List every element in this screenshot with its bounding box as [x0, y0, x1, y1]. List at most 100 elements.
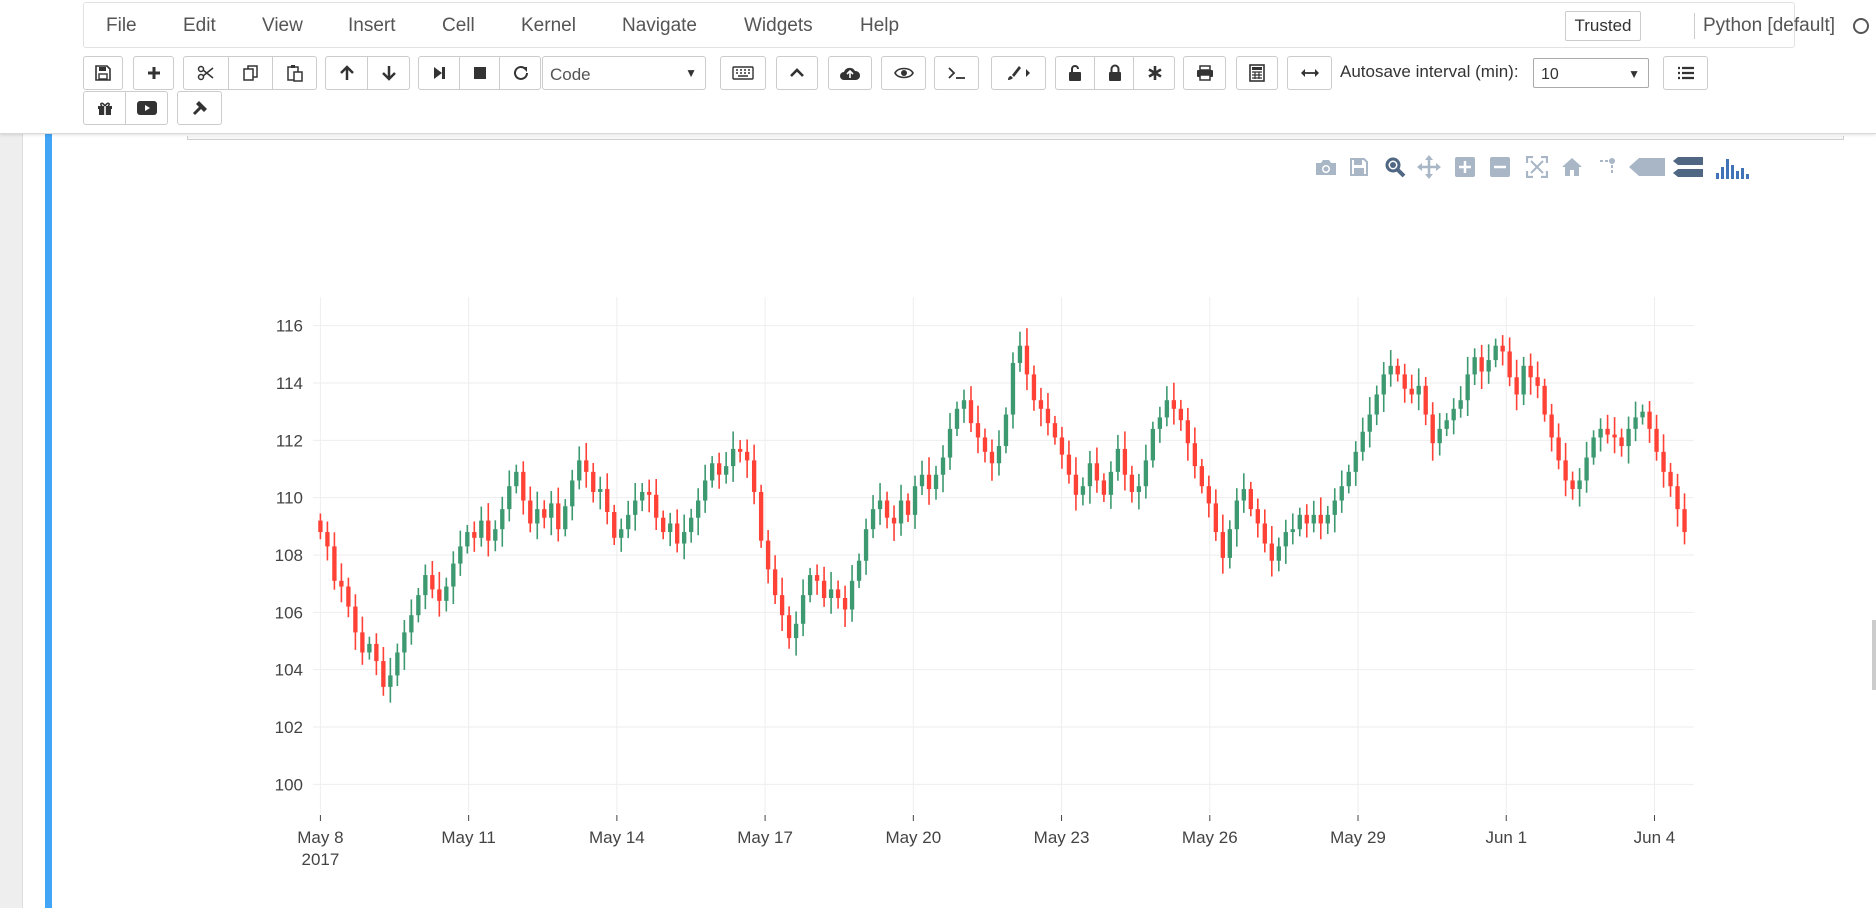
menu-view[interactable]: View: [262, 15, 303, 36]
lock-button[interactable]: [1094, 57, 1134, 89]
cut-button[interactable]: [184, 57, 228, 89]
autosave-interval-select[interactable]: 10 ▼: [1533, 58, 1649, 88]
save-icon[interactable]: [1345, 152, 1373, 182]
arrows-horizontal-icon: [1300, 69, 1319, 77]
menu-widgets[interactable]: Widgets: [744, 15, 813, 36]
cloud-upload-icon: [840, 67, 861, 80]
zoom-out-icon[interactable]: [1486, 152, 1514, 182]
menu-cell[interactable]: Cell: [442, 15, 475, 36]
chevron-down-icon: ▼: [1628, 67, 1640, 81]
lock-icon: [1108, 64, 1121, 81]
kernel-idle-icon: [1853, 18, 1869, 34]
interrupt-kernel-button[interactable]: [459, 57, 500, 89]
arrow-down-icon: [382, 66, 396, 81]
run-cell-button[interactable]: [419, 57, 459, 89]
print-icon: [1196, 65, 1213, 81]
menu-insert[interactable]: Insert: [348, 15, 396, 36]
asterisk-icon: [1147, 66, 1162, 80]
toggle-width-button[interactable]: [1288, 57, 1331, 89]
terminal-icon: [947, 67, 965, 79]
unlock-icon: [1069, 65, 1081, 81]
spike-lines-icon[interactable]: [1593, 152, 1621, 182]
plotly-logo-icon[interactable]: [1714, 152, 1752, 182]
calc-group: [1236, 56, 1278, 90]
save-icon: [95, 65, 111, 81]
menu-file[interactable]: File: [106, 15, 137, 36]
menu-kernel[interactable]: Kernel: [521, 15, 576, 36]
insert-cell-button[interactable]: [134, 57, 173, 89]
trusted-indicator[interactable]: Trusted: [1565, 11, 1641, 41]
list-icon: [1677, 66, 1694, 80]
menu-navigate[interactable]: Navigate: [622, 15, 697, 36]
collapse-button[interactable]: [777, 57, 817, 89]
eye-icon: [893, 67, 914, 79]
cell-input-area-edge[interactable]: [187, 136, 1844, 140]
youtube-button[interactable]: [125, 92, 168, 124]
refresh-icon: [513, 65, 528, 80]
stop-icon: [474, 67, 486, 79]
selected-cell-indicator: [45, 133, 52, 908]
asterisk-button[interactable]: [1133, 57, 1175, 89]
step-forward-icon: [434, 67, 445, 79]
kernel-separator: [1694, 13, 1695, 39]
paste-icon: [287, 65, 303, 82]
unlock-button[interactable]: [1056, 57, 1094, 89]
hover-closest-icon[interactable]: [1628, 152, 1666, 182]
keyboard-group: [720, 56, 766, 90]
calculator-button[interactable]: [1237, 57, 1277, 89]
upload-group: [828, 56, 872, 90]
autoscale-icon[interactable]: [1523, 152, 1551, 182]
arrow-up-icon: [339, 65, 354, 80]
format-code-button[interactable]: [992, 57, 1045, 89]
plus-icon: [147, 67, 160, 79]
zoom-in-icon[interactable]: [1451, 152, 1479, 182]
cell-type-select[interactable]: Code ▼: [542, 56, 706, 90]
chevron-up-icon: [790, 68, 804, 77]
keyboard-icon: [732, 66, 754, 80]
paste-button[interactable]: [272, 57, 317, 89]
chevron-down-icon: ▼: [685, 66, 697, 80]
move-down-button[interactable]: [367, 57, 410, 89]
kernel-name[interactable]: Python [default]: [1703, 15, 1836, 36]
run-group: [418, 56, 541, 90]
upload-button[interactable]: [829, 57, 871, 89]
command-palette-button[interactable]: [721, 57, 765, 89]
youtube-icon: [137, 101, 157, 115]
build-group: [177, 91, 222, 125]
paintbrush-icon: [1007, 66, 1030, 80]
terminal-group: [934, 56, 979, 90]
notebook-header: File Edit View Insert Cell Kernel Naviga…: [0, 0, 1876, 134]
gift-button[interactable]: [84, 92, 125, 124]
menu-edit[interactable]: Edit: [183, 15, 216, 36]
restart-kernel-button[interactable]: [499, 57, 541, 89]
zoom-icon[interactable]: [1381, 152, 1409, 182]
table-of-contents-button[interactable]: [1664, 57, 1707, 89]
lock-group: [1055, 56, 1175, 90]
view-group: [881, 56, 926, 90]
autosave-label: Autosave interval (min):: [1340, 62, 1519, 81]
copy-button[interactable]: [228, 57, 273, 89]
print-button[interactable]: [1184, 57, 1225, 89]
move-up-button[interactable]: [326, 57, 367, 89]
hammer-button[interactable]: [178, 92, 221, 124]
hover-compare-icon[interactable]: [1671, 152, 1705, 182]
format-group: [991, 56, 1046, 90]
edit-group: [183, 56, 317, 90]
menu-help[interactable]: Help: [860, 15, 900, 36]
camera-icon[interactable]: [1312, 152, 1340, 182]
scrollbar-thumb[interactable]: [1872, 620, 1876, 690]
terminal-button[interactable]: [935, 57, 978, 89]
pan-icon[interactable]: [1415, 152, 1443, 182]
save-button[interactable]: [84, 57, 122, 89]
insert-group: [133, 56, 174, 90]
hammer-icon: [192, 101, 207, 116]
collapse-group: [776, 56, 818, 90]
autosave-value: 10: [1541, 66, 1559, 83]
scissors-icon: [197, 65, 214, 81]
width-group: [1287, 56, 1332, 90]
copy-icon: [243, 65, 258, 81]
reset-axes-icon[interactable]: [1558, 152, 1586, 182]
menubar: File Edit View Insert Cell Kernel Naviga…: [83, 2, 1869, 48]
calculator-icon: [1249, 64, 1265, 82]
toggle-view-button[interactable]: [882, 57, 925, 89]
